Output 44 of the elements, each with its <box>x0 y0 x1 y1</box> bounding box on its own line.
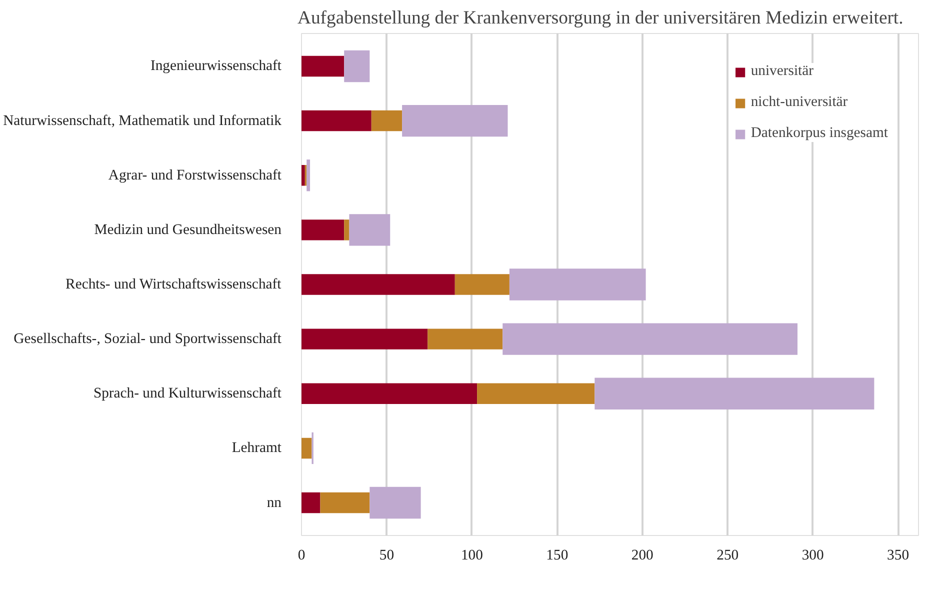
bar <box>302 110 372 132</box>
bar <box>428 328 503 350</box>
bar <box>454 274 510 295</box>
legend-label: Datenkorpus insgesamt <box>750 125 888 142</box>
bar <box>344 50 370 82</box>
bar <box>402 104 508 137</box>
bar <box>302 383 478 404</box>
bar <box>477 383 595 404</box>
y-tick-label: Ingenieurwissenschaft <box>150 58 282 74</box>
x-tick-label: 0 <box>298 548 306 564</box>
bar <box>509 268 646 300</box>
text: Aufgabenstellung der Krankenversorgung in der universitären Medizin erweitert. <box>298 8 904 28</box>
bar <box>302 56 344 77</box>
x-tick-label: 300 <box>802 548 824 564</box>
y-tick-label: Rechts- und Wirtschaftswissenschaft <box>66 276 282 292</box>
y-tick-label: Gesellschafts-, Sozial- und Sportwissenschaft <box>14 331 282 348</box>
x-tick-label: 50 <box>379 548 394 564</box>
bar <box>344 220 350 240</box>
bar <box>302 438 312 459</box>
legend-label: nicht-universitär <box>750 94 848 111</box>
bar <box>302 220 344 240</box>
bar <box>302 328 428 350</box>
bar <box>320 492 370 514</box>
y-tick-label: Sprach- und Kulturwissenschaft <box>93 386 282 402</box>
bar <box>302 492 320 514</box>
x-tick-label: 100 <box>460 548 483 564</box>
y-tick-label: Agrar- und Forstwissenschaft <box>108 167 282 184</box>
bar <box>302 274 455 295</box>
x-tick-label: 200 <box>631 548 654 564</box>
bar <box>371 110 402 132</box>
y-tick-label: Naturwissenschaft, Mathematik und Informatik <box>3 112 282 129</box>
bar <box>306 160 310 192</box>
bar <box>502 323 798 355</box>
x-tick-label: 150 <box>546 548 568 564</box>
bar <box>302 165 305 186</box>
bar <box>594 378 874 410</box>
y-tick-label: nn <box>266 494 282 511</box>
legend-label: universitär <box>750 63 814 80</box>
y-tick-label: Lehramt <box>232 440 282 456</box>
bar <box>349 214 390 246</box>
x-tick-label: 350 <box>887 548 910 564</box>
y-tick-label: Medizin und Gesundheitswesen <box>94 222 282 238</box>
bar <box>370 486 421 519</box>
x-tick-label: 250 <box>716 548 739 564</box>
